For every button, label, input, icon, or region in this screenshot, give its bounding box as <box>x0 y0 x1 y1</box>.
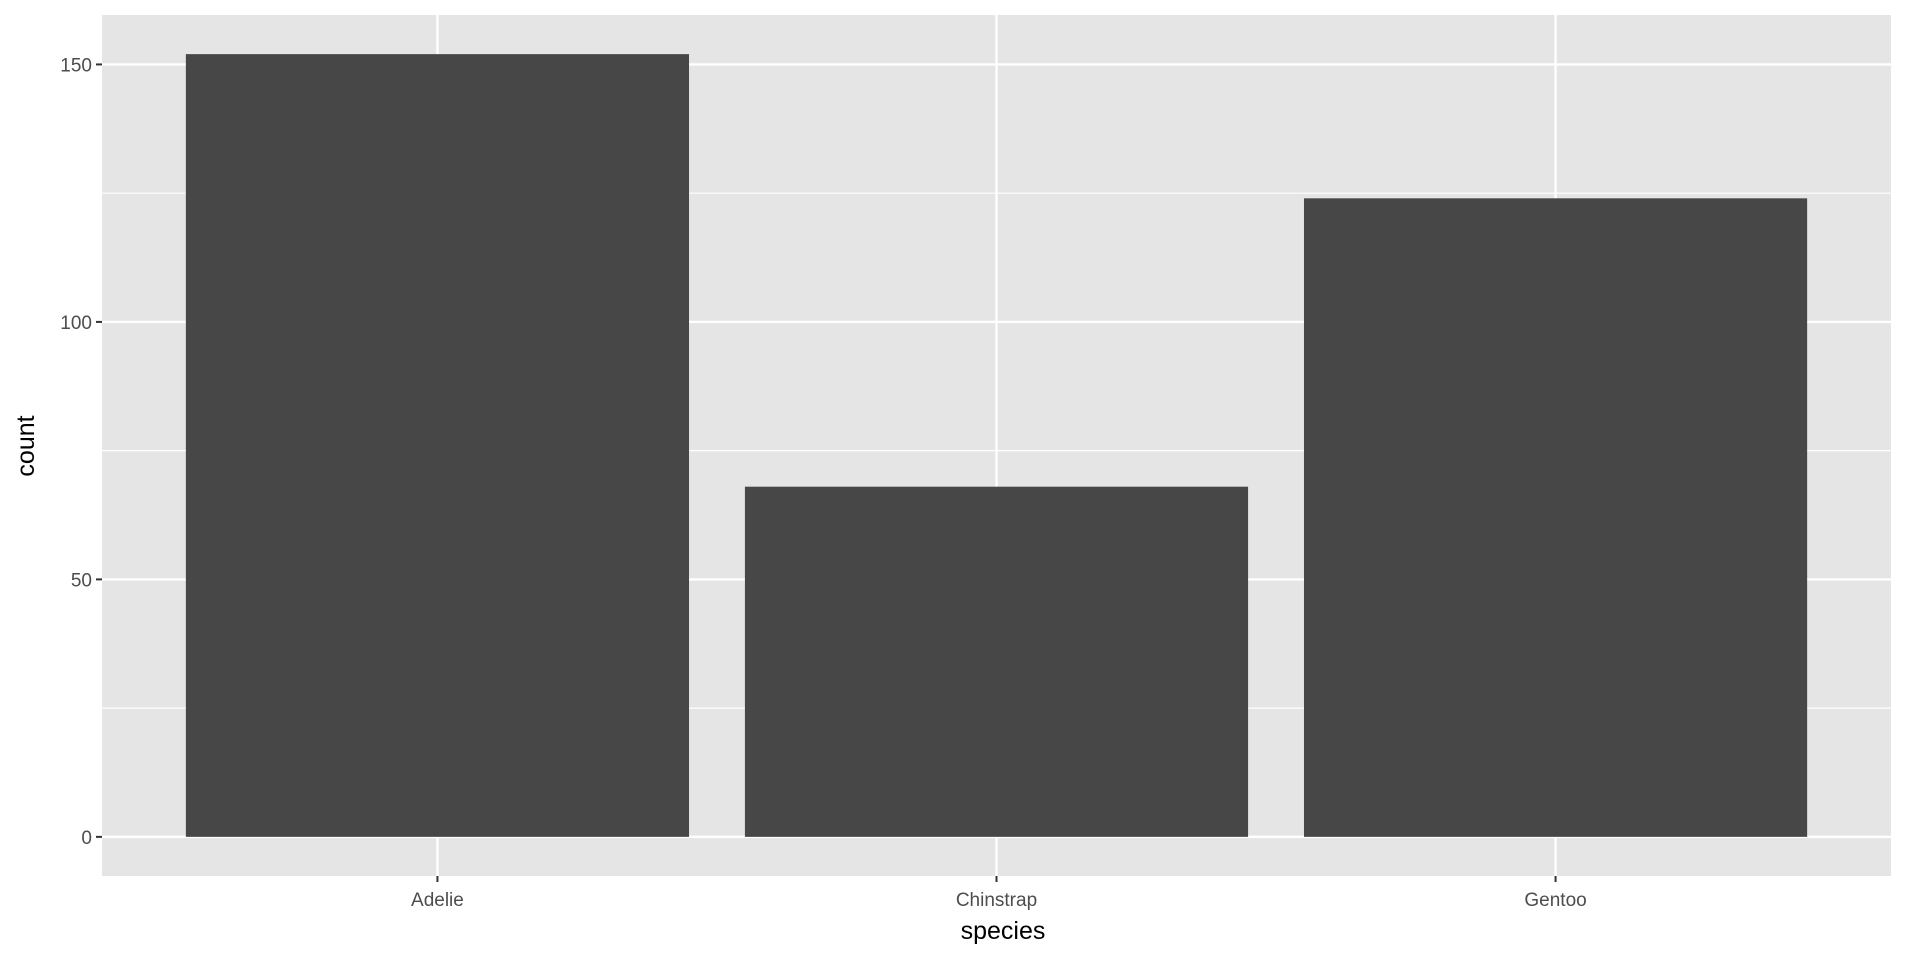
bar-adelie <box>185 54 690 837</box>
y-tick-label: 100 <box>60 313 92 334</box>
y-tick-label: 50 <box>71 570 92 591</box>
y-tick-label: 0 <box>81 828 92 849</box>
y-axis: 0 50 100 150 <box>60 55 102 849</box>
x-tick-label: Chinstrap <box>956 890 1037 911</box>
bar-chinstrap <box>744 486 1249 837</box>
x-axis: Adelie Chinstrap Gentoo <box>411 876 1587 911</box>
x-tick-label: Adelie <box>411 890 464 911</box>
x-tick-label: Gentoo <box>1524 890 1586 911</box>
bar-gentoo <box>1303 198 1808 837</box>
x-axis-title: species <box>961 917 1046 945</box>
y-axis-title: count <box>12 415 40 476</box>
y-tick-label: 150 <box>60 55 92 76</box>
bars <box>185 54 1808 837</box>
